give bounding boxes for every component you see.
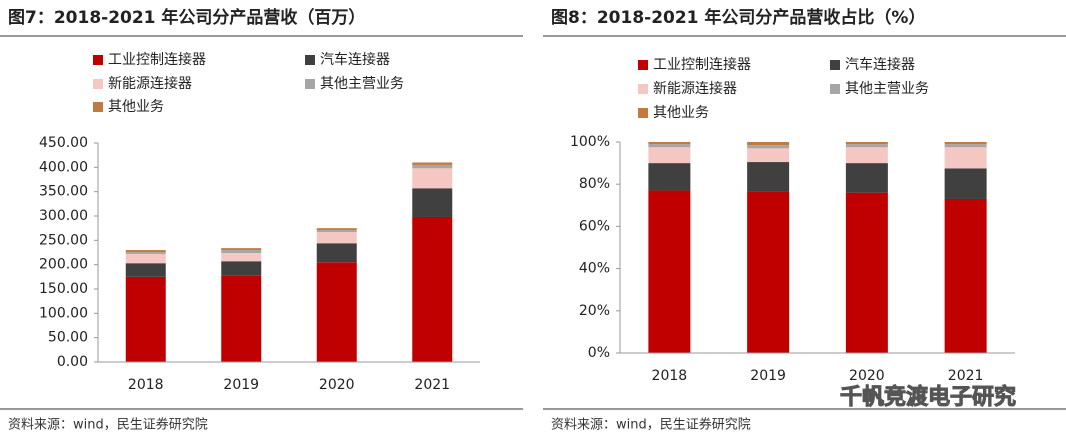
y-tick-label: 100% bbox=[570, 134, 610, 150]
bar-segment bbox=[221, 275, 262, 362]
bar-segment bbox=[648, 163, 691, 191]
legend-swatch bbox=[638, 84, 648, 94]
legend-swatch bbox=[93, 55, 103, 65]
y-tick-label: 200.00 bbox=[39, 257, 88, 273]
bar-segment bbox=[221, 261, 262, 276]
legend-label: 汽车连接器 bbox=[320, 51, 390, 68]
bar-segment bbox=[747, 191, 790, 353]
watermark: 千帆竞渡电子研究 bbox=[840, 384, 1016, 410]
bar-segment bbox=[316, 228, 357, 231]
bar-segment bbox=[747, 142, 790, 146]
y-tick-label: 40% bbox=[579, 261, 610, 277]
bar-segment bbox=[125, 253, 166, 264]
legend-label: 其他主营业务 bbox=[320, 76, 404, 92]
y-tick-label: 100.00 bbox=[39, 305, 88, 321]
legend-label: 工业控制连接器 bbox=[108, 51, 206, 68]
legend-label: 汽车连接器 bbox=[845, 56, 915, 73]
legend-swatch bbox=[830, 84, 840, 94]
chart-title: 图8：2018-2021 年公司分产品营收占比（%） bbox=[551, 7, 925, 28]
bar-segment bbox=[944, 142, 987, 145]
x-tick-label: 2019 bbox=[223, 377, 259, 393]
bar-segment bbox=[412, 164, 453, 169]
bar-segment bbox=[747, 145, 790, 149]
x-tick-label: 2021 bbox=[414, 377, 450, 393]
bar-segment bbox=[316, 230, 357, 233]
y-tick-label: 150.00 bbox=[39, 281, 88, 297]
bar-segment bbox=[845, 163, 888, 193]
x-tick-label: 2018 bbox=[128, 377, 164, 393]
bar-segment bbox=[125, 250, 166, 253]
bar-segment bbox=[221, 248, 262, 251]
y-tick-label: 50.00 bbox=[48, 330, 88, 346]
bar-segment bbox=[747, 162, 790, 192]
bar-segment bbox=[316, 262, 357, 362]
bar-segment bbox=[412, 168, 453, 189]
bar-segment bbox=[412, 188, 453, 217]
bar-segment bbox=[845, 147, 888, 164]
bar-segment bbox=[845, 144, 888, 148]
legend-label: 其他主营业务 bbox=[845, 81, 929, 97]
bar-segment bbox=[747, 148, 790, 163]
bar-segment bbox=[845, 142, 888, 145]
bar-segment bbox=[648, 190, 691, 353]
legend-label: 工业控制连接器 bbox=[653, 56, 751, 73]
y-tick-label: 250.00 bbox=[39, 232, 88, 248]
legend-label: 其他业务 bbox=[653, 105, 709, 121]
y-tick-label: 300.00 bbox=[39, 208, 88, 224]
chart-title: 图7：2018-2021 年公司分产品营收（百万） bbox=[8, 7, 365, 28]
y-tick-label: 0% bbox=[588, 345, 610, 361]
bar-segment bbox=[648, 147, 691, 164]
bar-segment bbox=[125, 252, 166, 254]
x-tick-label: 2020 bbox=[319, 377, 355, 393]
bar-segment bbox=[221, 252, 262, 262]
legend-swatch bbox=[638, 108, 648, 118]
y-tick-label: 0.00 bbox=[57, 354, 88, 370]
y-tick-label: 80% bbox=[579, 176, 610, 192]
bar-segment bbox=[648, 144, 691, 148]
legend-swatch bbox=[638, 60, 648, 70]
source-note: 资料来源：wind，民生证券研究院 bbox=[551, 417, 751, 433]
bar-segment bbox=[125, 276, 166, 362]
bar-segment bbox=[944, 198, 987, 353]
bar-segment bbox=[412, 216, 453, 362]
legend-swatch bbox=[93, 102, 103, 112]
y-tick-label: 60% bbox=[579, 218, 610, 234]
bar-segment bbox=[412, 162, 453, 165]
x-tick-label: 2020 bbox=[849, 368, 885, 384]
legend-label: 其他业务 bbox=[108, 99, 164, 115]
bar-segment bbox=[944, 168, 987, 199]
legend-label: 新能源连接器 bbox=[653, 80, 737, 97]
bar-segment bbox=[845, 192, 888, 353]
legend-label: 新能源连接器 bbox=[108, 75, 192, 92]
bar-segment bbox=[648, 142, 691, 145]
x-tick-label: 2021 bbox=[948, 368, 984, 384]
y-tick-label: 400.00 bbox=[39, 159, 88, 175]
legend-swatch bbox=[93, 79, 103, 89]
bar-segment bbox=[944, 144, 987, 148]
bar-segment bbox=[316, 243, 357, 263]
bar-segment bbox=[125, 263, 166, 277]
bar-segment bbox=[316, 232, 357, 244]
legend-swatch bbox=[305, 79, 315, 89]
y-tick-label: 450.00 bbox=[39, 135, 88, 151]
legend-swatch bbox=[830, 60, 840, 70]
y-tick-label: 350.00 bbox=[39, 184, 88, 200]
x-tick-label: 2019 bbox=[750, 368, 786, 384]
bar-segment bbox=[944, 147, 987, 169]
x-tick-label: 2018 bbox=[652, 368, 688, 384]
bar-segment bbox=[221, 250, 262, 253]
source-note: 资料来源：wind，民生证券研究院 bbox=[8, 417, 208, 433]
y-tick-label: 20% bbox=[579, 303, 610, 319]
legend-swatch bbox=[305, 55, 315, 65]
